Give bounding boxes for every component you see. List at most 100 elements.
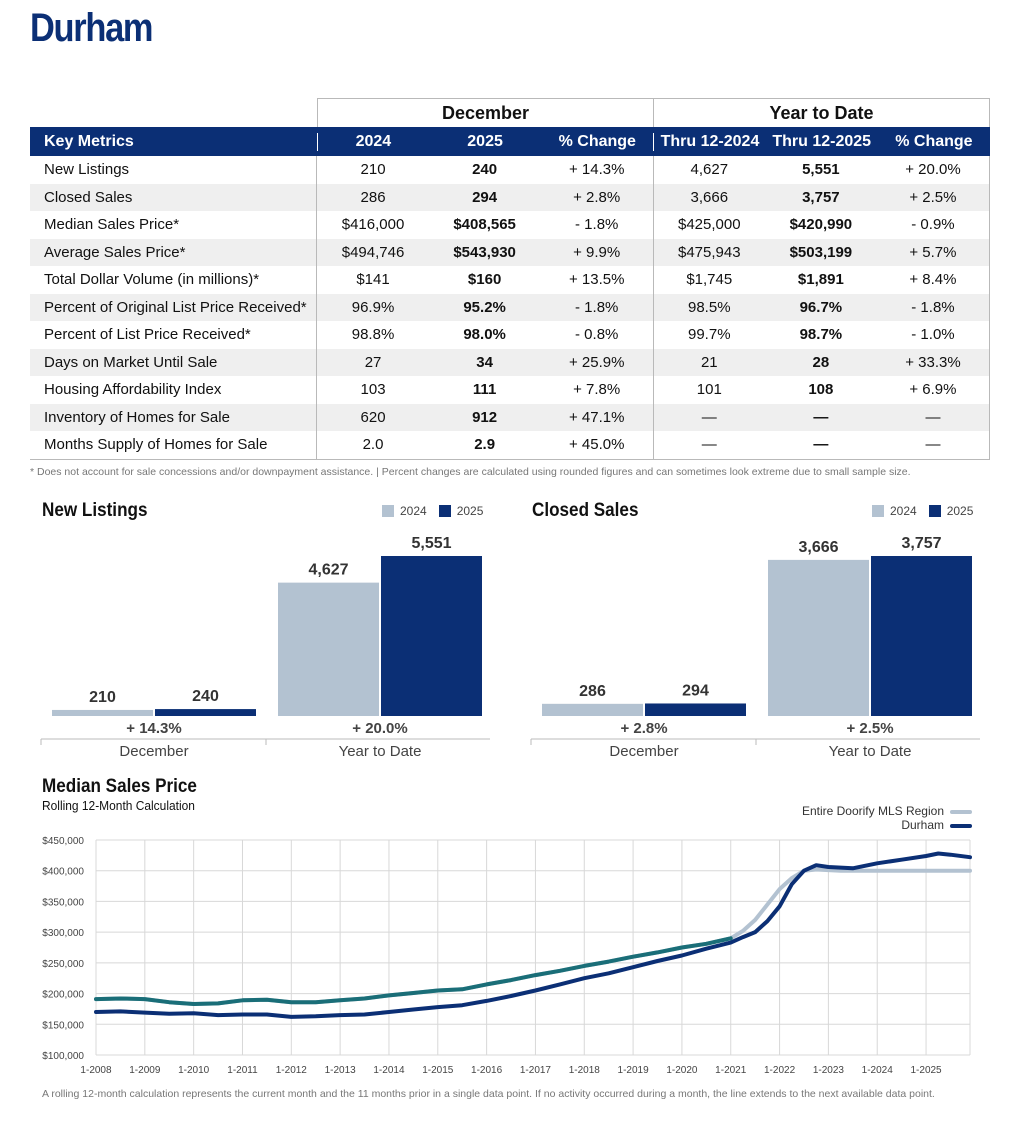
metric-label: Days on Market Until Sale bbox=[44, 353, 218, 371]
table-cell: 108 bbox=[808, 381, 834, 399]
metric-label: Housing Affordability Index bbox=[44, 381, 222, 399]
table-cell: + 45.0% bbox=[568, 436, 625, 454]
key-metrics-table: December Year to Date Key Metrics 2024 2… bbox=[30, 98, 990, 460]
table-cell: + 8.4% bbox=[909, 271, 957, 289]
x-tick-label: 1-2009 bbox=[129, 1065, 161, 1076]
chart-legend: 2024 2025 bbox=[382, 504, 495, 518]
bar-2025 bbox=[871, 556, 972, 716]
metric-label: Average Sales Price* bbox=[44, 243, 186, 261]
x-tick-label: 1-2022 bbox=[764, 1065, 796, 1076]
metric-label: Median Sales Price* bbox=[44, 216, 180, 234]
x-tick-label: 1-2018 bbox=[569, 1065, 601, 1076]
table-cell: 96.9% bbox=[316, 293, 428, 321]
table-row: Days on Market Until Sale 27 34 + 25.9% 21 28… bbox=[30, 348, 989, 376]
column-header: Key Metrics bbox=[44, 132, 134, 150]
table-row: Total Dollar Volume (in millions)* $141 $1… bbox=[30, 266, 989, 294]
table-cell: 98.0% bbox=[463, 326, 506, 344]
table-cell: $160 bbox=[467, 271, 502, 289]
bar-value-label: 210 bbox=[89, 689, 116, 706]
bar-chart-svg: 210 240 + 14.3% December 4,627 5,551 + 20.0% Ye… bbox=[40, 535, 490, 760]
table-cell: — bbox=[652, 431, 765, 459]
x-tick-label: 1-2017 bbox=[520, 1065, 552, 1076]
x-tick-label: 1-2023 bbox=[813, 1065, 845, 1076]
table-row: Average Sales Price* $494,746 $543,930 + 9.… bbox=[30, 238, 989, 266]
table-cell: — bbox=[925, 408, 941, 426]
table-cell: 111 bbox=[472, 381, 497, 399]
legend-swatch-2024 bbox=[382, 505, 394, 517]
table-cell: 27 bbox=[316, 348, 428, 376]
table-cell: + 5.7% bbox=[909, 243, 957, 261]
table-cell: — bbox=[925, 436, 941, 454]
bar-2025 bbox=[381, 556, 482, 716]
legend-label: 2025 bbox=[456, 504, 484, 518]
y-tick-label: $100,000 bbox=[42, 1051, 84, 1062]
bar-value-label: 286 bbox=[579, 683, 606, 700]
line-chart-subtitle: Rolling 12-Month Calculation bbox=[42, 798, 195, 813]
legend-label: Entire Doorify MLS Region bbox=[801, 804, 944, 818]
y-tick-label: $400,000 bbox=[42, 867, 84, 878]
chart-title: Closed Sales bbox=[532, 500, 639, 521]
table-cell: + 20.0% bbox=[905, 161, 961, 179]
percent-change-label: + 2.5% bbox=[846, 720, 893, 737]
table-cell: 294 bbox=[472, 188, 498, 206]
bar-2024 bbox=[278, 582, 379, 716]
table-row: Percent of List Price Received* 98.8% 98.0… bbox=[30, 321, 989, 349]
line-chart-note: A rolling 12-month calculation represent… bbox=[42, 1088, 935, 1100]
table-cell: $425,000 bbox=[652, 211, 765, 239]
legend-line-durham bbox=[950, 823, 972, 828]
x-tick-label: 1-2025 bbox=[910, 1065, 942, 1076]
table-cell: - 1.8% bbox=[911, 298, 955, 316]
y-tick-label: $150,000 bbox=[42, 1020, 84, 1031]
column-header: 2025 bbox=[467, 132, 503, 150]
page-title: Durham bbox=[30, 6, 154, 50]
table-cell: — bbox=[813, 436, 829, 454]
column-header: 2024 bbox=[316, 132, 429, 151]
table-cell: + 7.8% bbox=[573, 381, 621, 399]
table-cell: 98.7% bbox=[799, 326, 843, 344]
bar-value-label: 3,757 bbox=[901, 535, 941, 552]
group-header-december: December bbox=[317, 98, 654, 127]
table-cell: - 0.8% bbox=[575, 326, 619, 344]
table-cell: + 2.5% bbox=[909, 188, 957, 206]
table-body: New Listings 210 240 + 14.3% 4,627 5,551 + 20.… bbox=[30, 156, 990, 460]
y-tick-label: $350,000 bbox=[42, 897, 84, 908]
y-tick-label: $300,000 bbox=[42, 928, 84, 939]
table-cell: $503,199 bbox=[789, 243, 853, 261]
table-cell: + 13.5% bbox=[568, 271, 625, 289]
y-tick-label: $250,000 bbox=[42, 959, 84, 970]
table-row: New Listings 210 240 + 14.3% 4,627 5,551 + 20.… bbox=[30, 156, 989, 184]
metric-label: Inventory of Homes for Sale bbox=[44, 408, 230, 426]
x-tick-label: 1-2010 bbox=[178, 1065, 210, 1076]
line-chart-title: Median Sales Price bbox=[42, 776, 197, 797]
table-cell: 4,627 bbox=[652, 156, 765, 184]
table-cell: — bbox=[652, 403, 765, 431]
table-row: Inventory of Homes for Sale 620 912 + 47.1%… bbox=[30, 403, 989, 431]
bar-value-label: 3,666 bbox=[798, 539, 838, 556]
column-header: % Change bbox=[895, 132, 973, 150]
bar-2024 bbox=[542, 703, 643, 716]
x-tick-label: 1-2021 bbox=[715, 1065, 747, 1076]
table-cell: 103 bbox=[316, 376, 428, 404]
bar-2024 bbox=[52, 709, 153, 716]
x-tick-label: 1-2008 bbox=[80, 1065, 112, 1076]
table-header-row: Key Metrics 2024 2025 % Change Thru 12-2… bbox=[30, 127, 990, 156]
x-tick-label: 1-2020 bbox=[666, 1065, 698, 1076]
x-tick-label: 1-2015 bbox=[422, 1065, 454, 1076]
chart-title: New Listings bbox=[42, 500, 148, 521]
table-cell: - 1.8% bbox=[575, 216, 619, 234]
category-label: December bbox=[119, 743, 188, 760]
table-cell: — bbox=[813, 408, 829, 426]
bar-value-label: 4,627 bbox=[308, 562, 348, 579]
table-cell: 5,551 bbox=[802, 161, 840, 179]
table-footnote: * Does not account for sale concessions … bbox=[30, 466, 911, 478]
series-line-region-overlap bbox=[94, 936, 733, 1006]
table-row: Months Supply of Homes for Sale 2.0 2.9 + 4… bbox=[30, 431, 989, 459]
bar-value-label: 240 bbox=[192, 688, 219, 705]
x-tick-label: 1-2014 bbox=[373, 1065, 405, 1076]
category-label: Year to Date bbox=[339, 743, 422, 760]
percent-change-label: + 20.0% bbox=[352, 720, 407, 737]
percent-change-label: + 2.8% bbox=[620, 720, 667, 737]
table-cell: + 47.1% bbox=[568, 408, 625, 426]
column-header: Thru 12-2025 bbox=[772, 132, 872, 150]
table-cell: 3,757 bbox=[802, 188, 840, 206]
